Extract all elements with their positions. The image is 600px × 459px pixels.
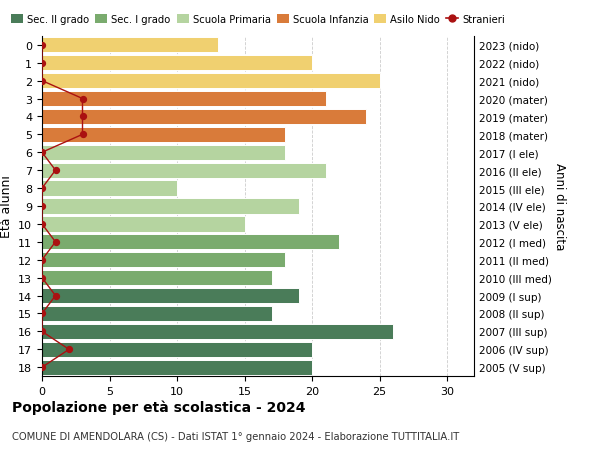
Point [37, 364, 47, 371]
Bar [42, 38, 218, 53]
Point [78, 131, 88, 139]
Point [78, 113, 88, 121]
Point [37, 149, 47, 157]
Point [37, 328, 47, 336]
Bar [42, 288, 299, 303]
Point [51, 239, 61, 246]
Bar [42, 146, 285, 161]
Bar [42, 342, 312, 357]
Point [37, 78, 47, 85]
Bar [42, 128, 285, 143]
Point [37, 185, 47, 192]
Bar [42, 74, 380, 89]
Bar [42, 235, 339, 250]
Bar [42, 252, 285, 268]
Bar [42, 56, 312, 71]
Text: Popolazione per età scolastica - 2024: Popolazione per età scolastica - 2024 [12, 399, 305, 414]
Point [37, 274, 47, 282]
Point [51, 292, 61, 300]
Point [37, 42, 47, 49]
Point [37, 310, 47, 318]
Text: COMUNE DI AMENDOLARA (CS) - Dati ISTAT 1° gennaio 2024 - Elaborazione TUTTITALIA: COMUNE DI AMENDOLARA (CS) - Dati ISTAT 1… [12, 431, 459, 442]
Bar [42, 199, 299, 214]
Point [37, 257, 47, 264]
Point [78, 95, 88, 103]
Point [37, 221, 47, 228]
Bar [42, 360, 312, 375]
Point [51, 167, 61, 174]
Bar [42, 181, 177, 196]
Bar [42, 270, 272, 285]
Y-axis label: Età alunni: Età alunni [0, 175, 13, 238]
Point [37, 60, 47, 67]
Point [37, 203, 47, 210]
Legend: Sec. II grado, Sec. I grado, Scuola Primaria, Scuola Infanzia, Asilo Nido, Stran: Sec. II grado, Sec. I grado, Scuola Prim… [11, 15, 505, 25]
Y-axis label: Anni di nascita: Anni di nascita [553, 163, 566, 250]
Bar [42, 92, 326, 107]
Bar [42, 163, 326, 179]
Bar [42, 110, 366, 125]
Bar [42, 306, 272, 321]
Bar [42, 217, 245, 232]
Bar [42, 324, 393, 339]
Point [64, 346, 74, 353]
